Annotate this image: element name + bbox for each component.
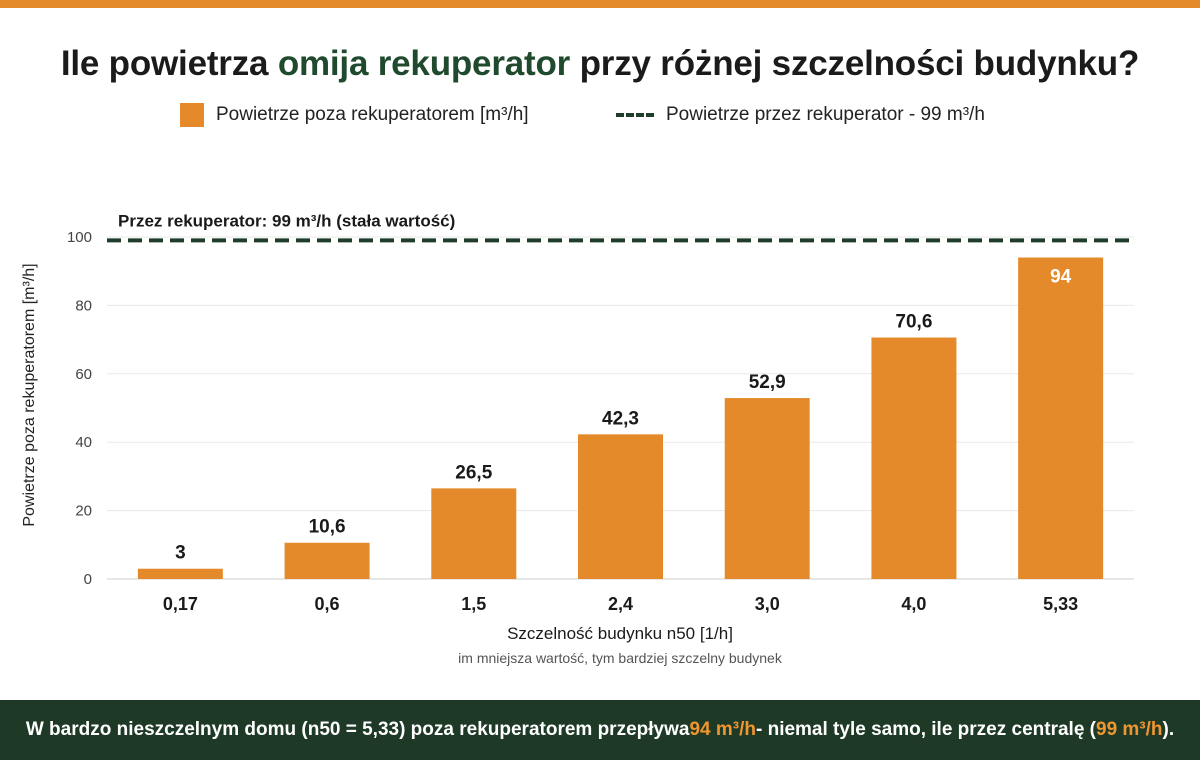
bar-value-label: 10,6 — [309, 517, 346, 538]
legend-swatch-line — [616, 113, 654, 117]
footer-value-2: 99 m³/h — [1096, 719, 1163, 740]
bar — [578, 434, 663, 579]
bar-layer — [137, 257, 1104, 579]
x-axis-title: Szczelność budynku n50 [1/h] — [507, 624, 733, 643]
x-tick-label: 4,0 — [901, 594, 926, 614]
x-tick-label: 0,6 — [315, 594, 340, 614]
top-accent-bar — [0, 0, 1200, 8]
label-layer: 0 20 40 60 80 100 3 0,17 10,6 0,6 26,5 1,5 42,3 2,4 52… — [67, 211, 1078, 614]
legend: Powietrze poza rekuperatorem [m³/h] Powi… — [0, 100, 1200, 130]
x-tick-label: 1,5 — [461, 594, 486, 614]
chart-title: Ile powietrza omija rekuperator przy róż… — [0, 44, 1200, 84]
x-tick-label: 5,33 — [1043, 594, 1078, 614]
title-part-1: Ile powietrza — [60, 44, 278, 83]
bar — [724, 398, 810, 579]
bar-value-label: 26,5 — [455, 462, 492, 483]
bar — [431, 488, 517, 579]
bar-value-label: 3 — [175, 543, 186, 564]
y-tick-label: 40 — [75, 434, 92, 451]
bar-value-label: 42,3 — [602, 408, 639, 429]
chart-area: 0 20 40 60 80 100 3 0,17 10,6 0,6 26,5 1,5 42,3 2,4 52… — [67, 211, 1134, 614]
title-part-2: przy różnej szczelności budynku? — [570, 44, 1140, 83]
y-tick-label: 100 — [67, 229, 92, 246]
y-tick-label: 80 — [75, 297, 92, 314]
bar — [137, 568, 223, 579]
bar — [284, 542, 370, 579]
footer-value-1: 94 m³/h — [689, 719, 756, 740]
reference-line-label: Przez rekuperator: 99 m³/h (stała wartoś… — [118, 211, 455, 230]
y-tick-label: 60 — [75, 366, 92, 383]
y-tick-label: 0 — [84, 571, 92, 588]
x-tick-label: 3,0 — [755, 594, 780, 614]
footer-text-3: ). — [1162, 719, 1175, 740]
x-tick-label: 2,4 — [608, 594, 633, 614]
legend-item-bars: Powietrze poza rekuperatorem [m³/h] — [180, 100, 529, 130]
bar-value-label: 94 — [1050, 267, 1072, 288]
bar — [871, 337, 957, 579]
title-highlight: omija rekuperator — [277, 44, 571, 83]
legend-label-bars: Powietrze poza rekuperatorem [m³/h] — [216, 104, 529, 125]
bar-value-label: 52,9 — [749, 372, 786, 393]
x-axis-subtitle: im mniejsza wartość, tym bardziej szczel… — [458, 650, 782, 666]
bar — [1018, 257, 1104, 579]
footer-banner: W bardzo nieszczelnym domu (n50 = 5,33) … — [0, 700, 1200, 760]
y-tick-label: 20 — [75, 503, 92, 520]
x-tick-label: 0,17 — [163, 594, 198, 614]
footer-text-1: W bardzo nieszczelnym domu (n50 = 5,33) … — [25, 719, 690, 740]
bar-value-label: 70,6 — [895, 312, 932, 333]
legend-swatch-bars — [180, 103, 204, 127]
footer-text-2: - niemal tyle samo, ile przez centralę ( — [755, 719, 1096, 740]
legend-item-line: Powietrze przez rekuperator - 99 m³/h — [616, 100, 985, 130]
legend-label-line: Powietrze przez rekuperator - 99 m³/h — [666, 104, 985, 125]
